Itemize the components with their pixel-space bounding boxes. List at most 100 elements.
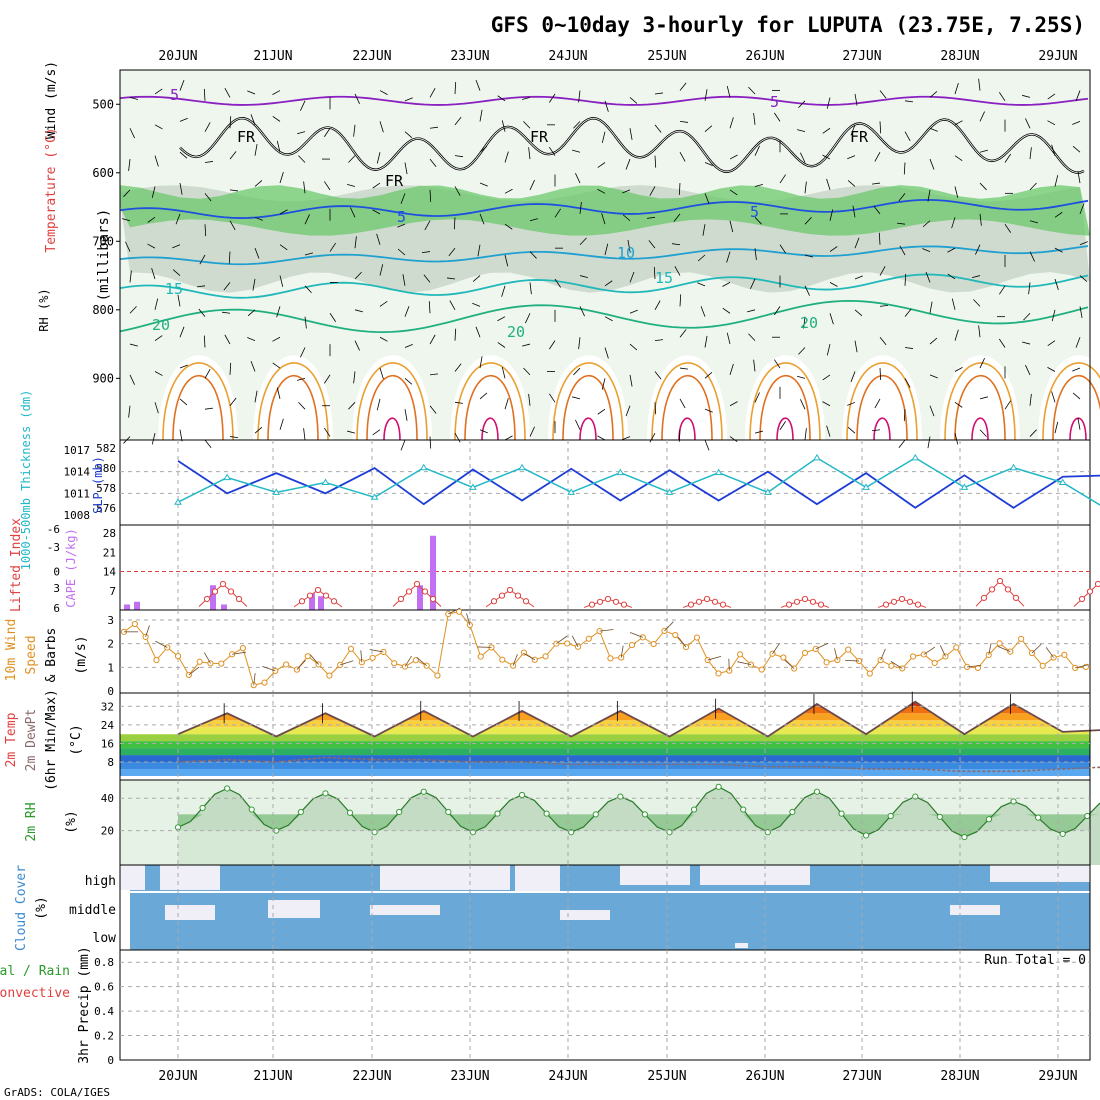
contour-35 xyxy=(873,417,891,441)
wind-barb xyxy=(754,217,762,225)
cloud-gap xyxy=(990,865,1090,882)
wind-barb xyxy=(549,340,556,350)
wind-barb xyxy=(1075,90,1081,102)
wind-barb xyxy=(247,309,256,317)
li-marker xyxy=(1012,594,1020,601)
temperature-panel: 32 24 16 8 xyxy=(101,691,1100,781)
wind-speed-marker xyxy=(888,662,895,669)
wind-speed-marker xyxy=(715,670,722,677)
precip-tick-label: 0.2 xyxy=(94,1030,114,1043)
wind-barb-10m xyxy=(784,659,795,669)
wind-barb xyxy=(379,367,384,380)
wind-barb-10m xyxy=(967,665,982,668)
li-marker xyxy=(801,595,809,603)
contour-label: FR xyxy=(850,128,869,146)
wind-barb xyxy=(646,216,656,219)
wind-barb-10m xyxy=(923,646,936,655)
wind-barb xyxy=(354,309,363,313)
wind-barb xyxy=(1004,153,1011,163)
wind-barb xyxy=(753,359,756,372)
wind-barb xyxy=(1047,120,1056,126)
li-marker xyxy=(298,598,306,605)
wind-barb xyxy=(179,429,183,442)
wind-barb xyxy=(804,254,813,258)
wind-barb xyxy=(898,193,906,202)
li-line xyxy=(198,583,248,607)
cape-tick-label: 14 xyxy=(103,566,117,579)
rh-marker xyxy=(297,808,304,816)
wind-barb xyxy=(829,282,838,287)
wind-barb xyxy=(578,90,581,103)
wind-barb xyxy=(254,426,263,434)
wind-barb xyxy=(826,97,831,109)
wind-barb xyxy=(625,405,631,417)
day-label-bottom: 20JUN xyxy=(158,1069,197,1084)
thickness-marker xyxy=(518,463,526,471)
wind-barb xyxy=(404,378,413,385)
wind-barb xyxy=(254,180,263,187)
wind-barb xyxy=(472,302,481,307)
wind-barb xyxy=(726,251,731,263)
li-marker xyxy=(785,601,793,608)
wind-barb xyxy=(303,428,306,441)
wind-speed-marker xyxy=(531,656,538,663)
wind-barb xyxy=(404,162,408,175)
ylabel-wind-barbs: & Barbs xyxy=(44,628,59,683)
thickness-marker xyxy=(862,483,870,490)
contour-label: 5 xyxy=(770,93,779,111)
wind-barb xyxy=(229,397,237,406)
wind-barb xyxy=(804,285,810,296)
rh-marker xyxy=(592,811,599,818)
wind-barb xyxy=(604,280,613,287)
cloud-gap xyxy=(735,943,748,948)
wind-barb xyxy=(951,217,956,229)
contour-label: FR xyxy=(237,128,256,146)
temp-band xyxy=(120,748,1090,756)
wind-barb xyxy=(279,418,284,430)
wind-barb xyxy=(454,186,461,196)
cape-tick-label: 21 xyxy=(103,546,116,559)
wind-barb xyxy=(904,378,911,388)
wind-barb xyxy=(572,149,581,153)
wind-barb xyxy=(379,300,388,307)
cape-bar xyxy=(417,585,423,610)
ylabel-cloud-units: (%) xyxy=(34,896,49,919)
wind-barb xyxy=(597,162,606,168)
wind-barb xyxy=(324,181,331,191)
wind-barb xyxy=(597,408,606,415)
wind-barb xyxy=(1004,400,1011,410)
wind-barb xyxy=(497,342,506,348)
day-label-bottom: 22JUN xyxy=(352,1069,391,1084)
wind-barb xyxy=(428,301,431,314)
wind-barb xyxy=(803,316,806,329)
wind-barb xyxy=(999,338,1006,348)
wind-barb xyxy=(800,399,806,410)
cloud-gap xyxy=(380,865,510,890)
wind-barb xyxy=(979,149,988,153)
rh-low-band xyxy=(120,830,1090,865)
wind-speed-marker xyxy=(737,651,744,658)
li-marker xyxy=(620,601,628,608)
wind-barb xyxy=(298,155,306,163)
li-marker xyxy=(588,601,596,608)
precip-tick-label: 0.8 xyxy=(94,956,114,969)
precip-tick-label: 0.6 xyxy=(94,981,114,994)
wind-barb xyxy=(1079,275,1088,282)
wind-barb xyxy=(404,306,410,317)
li-marker xyxy=(498,592,506,599)
wind-barb-10m xyxy=(571,635,579,648)
wind-barb xyxy=(826,343,831,356)
rh-marker xyxy=(666,829,673,836)
day-axis-labels: 20JUN 20JUN 21JUN 21JUN 22JUN 22JUN 23JUN 23JUN… xyxy=(158,49,1077,1084)
wind-barb xyxy=(279,275,284,287)
wind-barb xyxy=(754,392,760,403)
wind-barb xyxy=(204,161,214,163)
li-marker xyxy=(809,598,817,605)
slp-line xyxy=(177,460,1100,509)
wind-barb-10m xyxy=(1045,647,1054,658)
wind-barb xyxy=(1047,340,1056,347)
ylabel-thickness: 1000-500mb Thickness (dm) xyxy=(19,390,33,571)
wind-barb xyxy=(972,275,981,279)
wind-barb xyxy=(347,430,356,434)
wind-barb xyxy=(1022,341,1031,345)
